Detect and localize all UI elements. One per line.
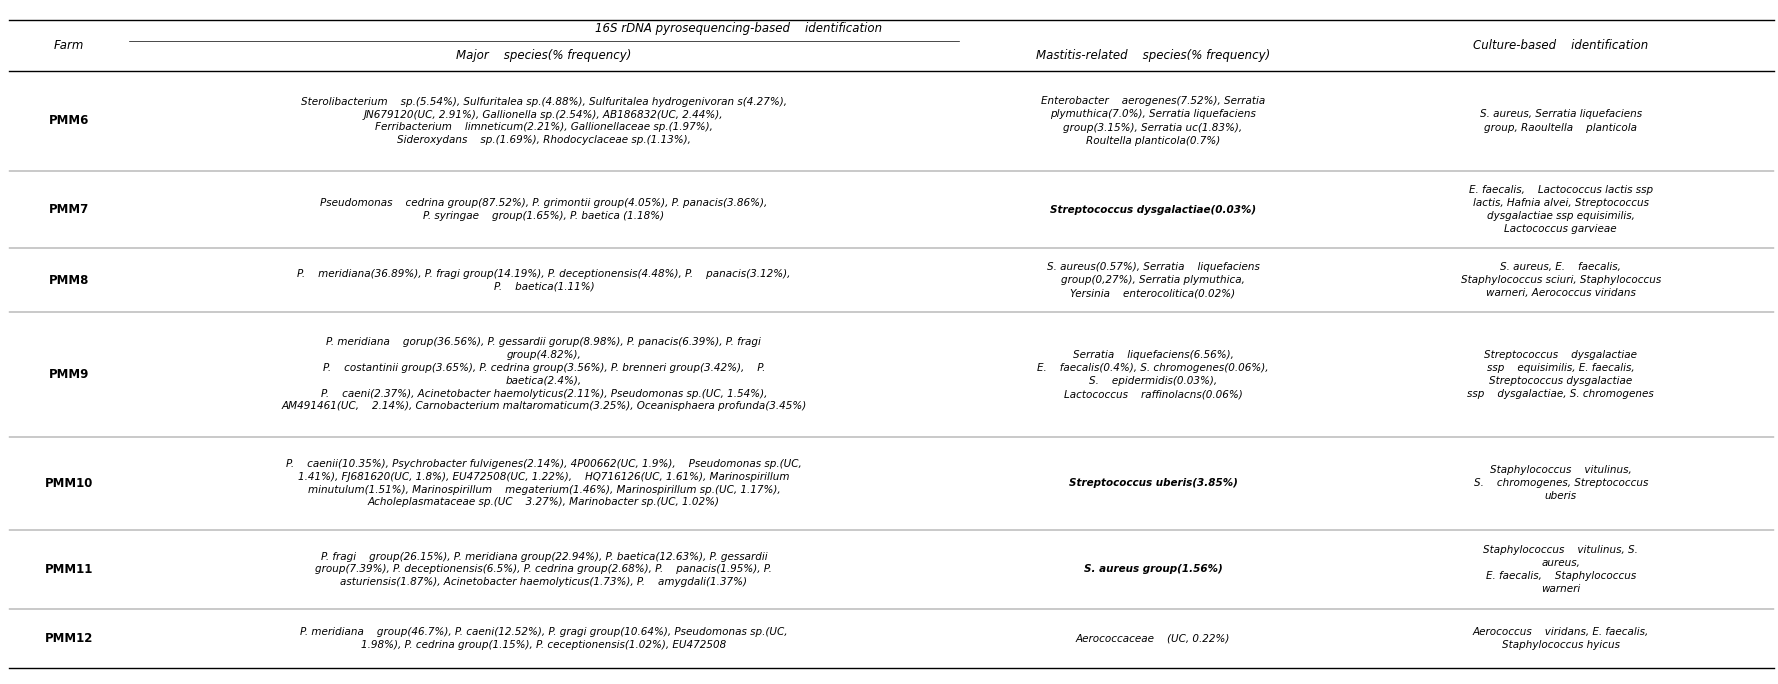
- Text: Farm: Farm: [53, 39, 84, 52]
- Text: PMM11: PMM11: [44, 563, 92, 576]
- Text: PMM9: PMM9: [48, 368, 89, 381]
- Text: P.    meridiana(36.89%), P. fragi group(14.19%), P. deceptionensis(4.48%), P.   : P. meridiana(36.89%), P. fragi group(14.…: [297, 269, 791, 291]
- Text: Aerococcaceae    (UC, 0.22%): Aerococcaceae (UC, 0.22%): [1076, 634, 1230, 644]
- Text: Culture-based    identification: Culture-based identification: [1474, 39, 1648, 52]
- Text: Enterobacter    aerogenes(7.52%), Serratia
plymuthica(7.0%), Serratia liquefacie: Enterobacter aerogenes(7.52%), Serratia …: [1040, 96, 1266, 146]
- Text: Streptococcus    dysgalactiae
ssp    equisimilis, E. faecalis,
Streptococcus dys: Streptococcus dysgalactiae ssp equisimil…: [1467, 350, 1654, 399]
- Text: P. meridiana    gorup(36.56%), P. gessardii gorup(8.98%), P. panacis(6.39%), P. : P. meridiana gorup(36.56%), P. gessardii…: [281, 337, 807, 412]
- Text: Streptococcus uberis(3.85%): Streptococcus uberis(3.85%): [1069, 478, 1237, 488]
- Text: PMM12: PMM12: [44, 632, 92, 645]
- Text: Staphylococcus    vitulinus,
S.    chromogenes, Streptococcus
uberis: Staphylococcus vitulinus, S. chromogenes…: [1474, 465, 1648, 501]
- Text: PMM7: PMM7: [48, 203, 89, 216]
- Text: S. aureus(0.57%), Serratia    liquefaciens
group(0,27%), Serratia plymuthica,
Ye: S. aureus(0.57%), Serratia liquefaciens …: [1047, 262, 1259, 298]
- Text: P. fragi    group(26.15%), P. meridiana group(22.94%), P. baetica(12.63%), P. ge: P. fragi group(26.15%), P. meridiana gro…: [315, 551, 772, 587]
- Text: PMM8: PMM8: [48, 274, 89, 287]
- Text: P.    caenii(10.35%), Psychrobacter fulvigenes(2.14%), 4P00662(UC, 1.9%),    Pse: P. caenii(10.35%), Psychrobacter fulvige…: [286, 459, 802, 508]
- Text: Major    species(% frequency): Major species(% frequency): [457, 49, 631, 62]
- Text: E. faecalis,    Lactococcus lactis ssp
lactis, Hafnia alvei, Streptococcus
dysga: E. faecalis, Lactococcus lactis ssp lact…: [1469, 185, 1654, 235]
- Text: S. aureus group(1.56%): S. aureus group(1.56%): [1083, 564, 1221, 575]
- Text: Pseudomonas    cedrina group(87.52%), P. grimontii group(4.05%), P. panacis(3.86: Pseudomonas cedrina group(87.52%), P. gr…: [320, 198, 768, 221]
- Text: P. meridiana    group(46.7%), P. caeni(12.52%), P. gragi group(10.64%), Pseudomo: P. meridiana group(46.7%), P. caeni(12.5…: [300, 627, 788, 650]
- Text: Serratia    liquefaciens(6.56%),
E.    faecalis(0.4%), S. chromogenes(0.06%),
S.: Serratia liquefaciens(6.56%), E. faecali…: [1037, 350, 1269, 399]
- Text: Aerococcus    viridans, E. faecalis,
Staphylococcus hyicus: Aerococcus viridans, E. faecalis, Staphy…: [1472, 627, 1648, 650]
- Text: PMM6: PMM6: [48, 114, 89, 127]
- Text: S. aureus, E.    faecalis,
Staphylococcus sciuri, Staphylococcus
warneri, Aeroco: S. aureus, E. faecalis, Staphylococcus s…: [1462, 262, 1661, 298]
- Text: Staphylococcus    vitulinus, S.
aureus,
E. faecalis,    Staphylococcus
warneri: Staphylococcus vitulinus, S. aureus, E. …: [1483, 544, 1638, 594]
- Text: Streptococcus dysgalactiae(0.03%): Streptococcus dysgalactiae(0.03%): [1049, 205, 1255, 215]
- Text: S. aureus, Serratia liquefaciens
group, Raoultella    planticola: S. aureus, Serratia liquefaciens group, …: [1479, 109, 1641, 133]
- Text: Mastitis-related    species(% frequency): Mastitis-related species(% frequency): [1037, 49, 1269, 62]
- Text: 16S rDNA pyrosequencing-based    identification: 16S rDNA pyrosequencing-based identifica…: [594, 22, 882, 35]
- Text: Sterolibacterium    sp.(5.54%), Sulfuritalea sp.(4.88%), Sulfuritalea hydrogeniv: Sterolibacterium sp.(5.54%), Sulfuritale…: [300, 96, 788, 145]
- Text: PMM10: PMM10: [44, 477, 92, 490]
